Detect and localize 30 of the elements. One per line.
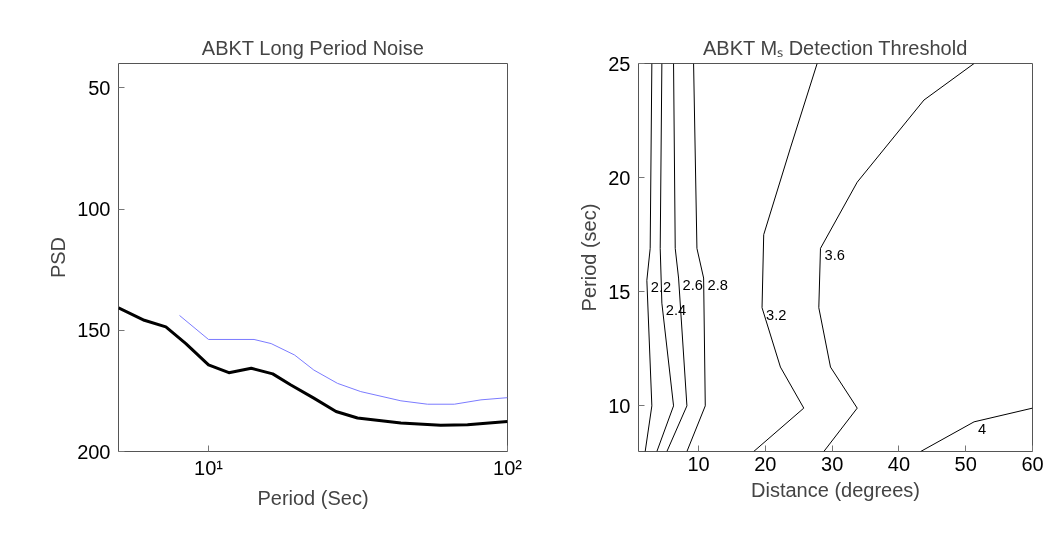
x-tick-label: 60 <box>1021 452 1044 475</box>
y-tick-label: 15 <box>608 280 631 303</box>
x-tick-label: 10¹ <box>194 456 224 479</box>
x-tick-label: 40 <box>887 452 911 475</box>
chart-title: ABKT Long Period Noise <box>201 36 424 59</box>
line-series <box>818 63 975 452</box>
x-axis-title: Period (Sec) <box>257 486 369 509</box>
y-tick-label: 100 <box>77 198 111 220</box>
y-tick-label: 150 <box>77 319 111 342</box>
series-label: 2.6 <box>682 277 703 294</box>
x-axis-title: Distance (degrees) <box>751 478 920 501</box>
chart-title: ABKT Mₛ Detection Threshold <box>703 36 968 59</box>
x-tick-label: 20 <box>754 452 777 475</box>
series-label: 3.6 <box>824 247 845 264</box>
series-label: 2.8 <box>707 277 728 294</box>
series-label: 4 <box>978 420 987 437</box>
series-label: 3.2 <box>766 306 787 323</box>
line-series <box>753 63 818 452</box>
x-tick-label: 10 <box>687 452 710 475</box>
x-tick-label: 50 <box>954 452 977 475</box>
y-axis-title: Period (sec) <box>578 203 601 312</box>
y-axis-title: PSD <box>47 236 70 279</box>
y-tick-label: 200 <box>77 440 111 463</box>
x-tick-label: 10² <box>493 456 523 479</box>
y-tick-label: 20 <box>608 166 631 189</box>
line-series <box>644 63 653 452</box>
y-tick-label: 25 <box>608 52 631 75</box>
y-tick-label: 50 <box>88 76 111 99</box>
x-tick-label: 30 <box>821 452 844 475</box>
y-tick-label: 10 <box>608 394 631 417</box>
